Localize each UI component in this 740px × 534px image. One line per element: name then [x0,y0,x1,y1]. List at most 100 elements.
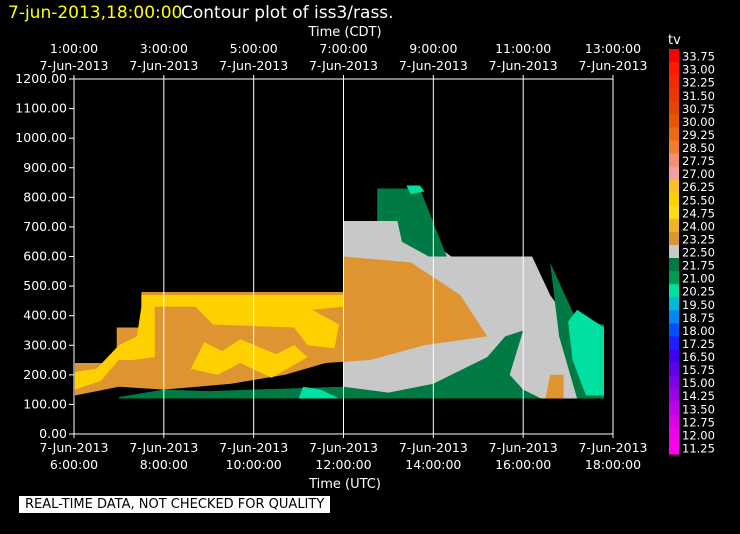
y-tick-label: 1100.00 [15,101,67,116]
legend-swatch [669,179,679,194]
legend-label: 13.50 [682,402,715,416]
legend-label: 23.25 [682,233,715,247]
y-tick-label: 200.00 [23,367,67,382]
legend-swatch [669,362,679,377]
top-tick-date: 7-Jun-2013 [399,58,468,73]
legend-label: 24.00 [682,219,715,233]
legend-label: 15.75 [682,363,715,377]
legend-swatch [669,336,679,351]
legend-swatch [669,427,679,442]
legend-label: 16.50 [682,350,715,364]
contour-region-yellow-mid [190,339,308,378]
legend-label: 15.00 [682,376,715,390]
legend-label: 12.00 [682,428,715,442]
legend-swatch [669,375,679,390]
legend-label: 20.25 [682,285,715,299]
legend-label: 32.25 [682,76,715,90]
legend-swatch [669,153,679,168]
legend-label: 25.50 [682,193,715,207]
bottom-axis: 7-Jun-2013 6:00:00 7-Jun-2013 8:00:00 7-Jun-… [39,434,648,472]
y-tick-label: 1200.00 [15,71,67,86]
grid-lines [163,79,524,434]
color-legend: 33.7533.0032.2531.5030.7530.0029.2528.50… [669,49,715,456]
legend-label: 19.50 [682,298,715,312]
top-tick-time: 11:00:00 [495,41,551,56]
timestamp: 7-jun-2013,18:00:00 [8,3,182,23]
bottom-tick-time: 14:00:00 [405,457,461,472]
legend-label: 30.75 [682,102,715,116]
y-tick-label: 0.00 [39,426,67,441]
legend-label: 12.75 [682,415,715,429]
contour-region-yellow-left [74,306,155,390]
contour-region-yellow-upper [141,295,344,349]
contour-regions [74,185,604,399]
legend-swatch [669,271,679,285]
legend-label: 22.50 [682,246,715,260]
y-tick-label: 800.00 [23,189,67,204]
bottom-tick-time: 10:00:00 [226,457,282,472]
bottom-tick-date: 7-Jun-2013 [399,440,468,455]
top-tick-time: 13:00:00 [585,41,641,56]
y-tick-label: 600.00 [23,249,67,264]
y-tick-label: 900.00 [23,160,67,175]
top-tick-time: 5:00:00 [230,41,278,56]
legend-label: 33.00 [682,63,715,77]
legend-label: 30.00 [682,115,715,129]
legend-swatch [669,231,679,246]
top-tick-time: 1:00:00 [50,41,98,56]
legend-label: 28.50 [682,141,715,155]
bottom-tick-time: 18:00:00 [585,457,641,472]
legend-label: 27.00 [682,167,715,181]
legend-swatch [669,62,679,76]
quality-disclaimer: REAL-TIME DATA, NOT CHECKED FOR QUALITY [19,496,331,513]
y-tick-label: 500.00 [23,278,67,293]
contour-region-bright-green-top [406,185,425,195]
legend-swatch [669,49,679,63]
top-tick-date: 7-Jun-2013 [129,58,198,73]
legend-label: 29.25 [682,128,715,142]
bottom-tick-time: 8:00:00 [140,457,188,472]
legend-label: 11.25 [682,442,715,456]
contour-region-bright-green-lower [298,386,339,399]
legend-swatch [669,284,679,298]
top-tick-time: 3:00:00 [140,41,188,56]
top-tick-time: 9:00:00 [409,41,457,56]
legend-swatch [669,75,679,89]
legend-swatch [669,245,679,259]
bottom-tick-date: 7-Jun-2013 [39,440,108,455]
legend-swatch [669,310,679,324]
legend-swatch [669,323,679,338]
bottom-tick-date: 7-Jun-2013 [309,440,378,455]
top-tick-date: 7-Jun-2013 [219,58,288,73]
legend-label: 27.75 [682,154,715,168]
y-tick-label: 700.00 [23,219,67,234]
contour-region-bright-green-right [568,309,604,396]
legend-label: 14.25 [682,389,715,403]
legend-swatch [669,258,679,272]
legend-label: 26.25 [682,180,715,194]
legend-label: 31.50 [682,89,715,103]
legend-swatch [669,140,679,155]
bottom-tick-date: 7-Jun-2013 [219,440,288,455]
y-tick-label: 400.00 [23,308,67,323]
bottom-tick-time: 12:00:00 [315,457,371,472]
legend-swatch [669,218,679,233]
contour-region-dark-green-upper [377,188,447,257]
top-tick-time: 7:00:00 [319,41,367,56]
legend-title: tv [668,33,681,48]
top-tick-date: 7-Jun-2013 [39,58,108,73]
y-tick-label: 100.00 [23,396,67,411]
legend-swatch [669,114,679,128]
legend-swatch [669,349,679,364]
legend-swatch [669,101,679,115]
bottom-tick-date: 7-Jun-2013 [129,440,198,455]
bottom-tick-date: 7-Jun-2013 [489,440,558,455]
legend-label: 21.00 [682,272,715,286]
bottom-tick-time: 16:00:00 [495,457,551,472]
legend-swatch [669,192,679,207]
legend-swatch [669,440,679,455]
top-axis-label: Time (CDT) [307,25,381,40]
legend-swatch [669,388,679,403]
contour-region-dark-green-lower [118,330,542,399]
